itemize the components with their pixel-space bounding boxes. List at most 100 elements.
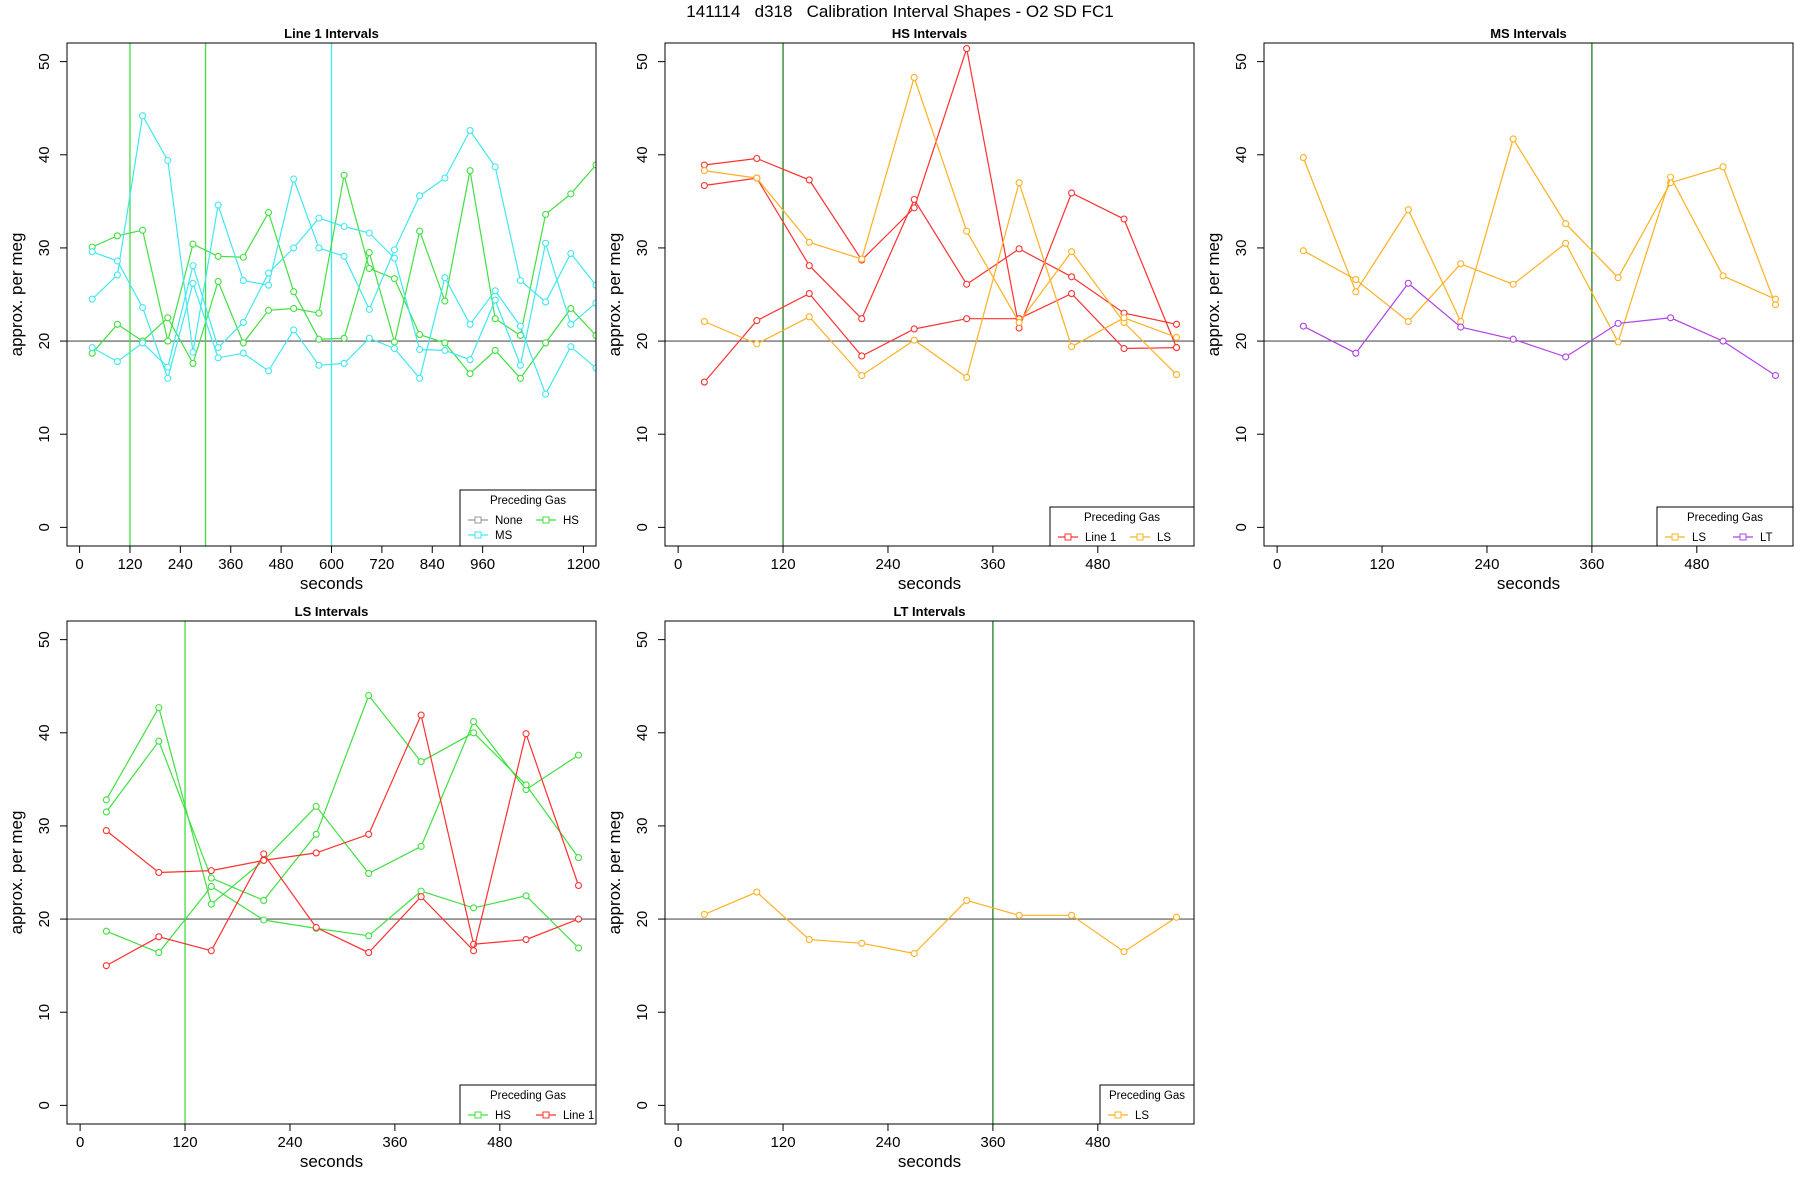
data-point (574, 881, 583, 890)
data-point (340, 359, 348, 367)
legend-title: Preceding Gas (1109, 1090, 1185, 1102)
legend-swatch-marker (474, 1111, 482, 1119)
data-point (139, 339, 147, 347)
data-point (441, 174, 449, 182)
data-point (542, 339, 550, 347)
data-point (315, 214, 323, 222)
y-tick-label: 0 (634, 523, 651, 531)
data-point (1299, 154, 1307, 162)
data-point (164, 156, 172, 164)
data-point (102, 796, 110, 804)
legend: Preceding Gas Line 1 LS (1049, 506, 1195, 547)
data-point (365, 869, 373, 877)
data-point (466, 167, 474, 175)
panel-title: LT Intervals (893, 604, 965, 619)
data-point (910, 949, 918, 958)
x-tick-label: 0 (75, 556, 83, 573)
legend-swatch-marker (542, 516, 550, 524)
data-point (963, 315, 971, 323)
data-point (340, 252, 348, 260)
plot-area (1264, 43, 1793, 546)
data-point (264, 281, 273, 289)
plot-frame (66, 620, 597, 1125)
data-point (164, 363, 172, 371)
x-tick-label: 0 (674, 1134, 682, 1151)
data-point (155, 868, 163, 877)
data-point (592, 364, 596, 372)
data-point (1120, 948, 1128, 956)
data-point (340, 171, 348, 179)
series-line-line1 (704, 177, 1177, 325)
data-point (491, 163, 499, 171)
data-point (441, 339, 449, 347)
data-point (155, 704, 163, 712)
data-point (1120, 314, 1128, 322)
data-point (1120, 344, 1128, 353)
data-point (753, 340, 761, 348)
x-axis-label: seconds (300, 1152, 363, 1171)
legend: Preceding Gas HS Line 1 (459, 1084, 597, 1125)
legend: Preceding Gas LS LT (1656, 506, 1794, 547)
data-point (753, 154, 761, 163)
data-point (1068, 248, 1076, 256)
x-tick-label: 360 (382, 1134, 407, 1151)
legend-entry-label: LS (1692, 532, 1706, 544)
data-point (365, 830, 373, 838)
data-point (264, 367, 273, 375)
data-point (290, 304, 298, 313)
data-point (567, 190, 575, 198)
data-point (189, 359, 197, 367)
data-point (1667, 173, 1675, 181)
data-point (910, 336, 918, 344)
data-point (390, 338, 399, 346)
series-line-ls (704, 75, 1177, 376)
data-point (1015, 911, 1023, 919)
x-tick-label: 480 (1085, 1134, 1110, 1151)
data-point (542, 298, 550, 306)
series-line-ls (1303, 175, 1776, 344)
data-point (155, 949, 163, 957)
data-point (963, 227, 971, 235)
series-line-line1 (703, 292, 1177, 383)
data-point (207, 900, 215, 908)
y-tick-label: 20 (36, 333, 53, 350)
plot-area (665, 621, 1194, 1124)
data-point (1299, 322, 1307, 330)
panel-title: LS Intervals (295, 604, 369, 619)
legend-entry-label: MS (495, 530, 513, 542)
y-tick-label: 20 (1233, 333, 1250, 350)
data-point (315, 335, 323, 343)
data-point (466, 370, 474, 378)
data-point (516, 276, 524, 285)
data-point (312, 923, 320, 932)
data-point (290, 326, 298, 334)
data-point (214, 252, 222, 260)
data-point (910, 73, 918, 82)
legend-entry-label: None (495, 515, 523, 527)
y-tick-label: 50 (36, 631, 53, 648)
data-point (390, 246, 399, 254)
data-point (470, 729, 478, 737)
y-axis-label: approx. per meg (1204, 233, 1223, 357)
data-point (516, 374, 524, 382)
data-point (155, 737, 163, 745)
x-tick-label: 600 (319, 556, 344, 573)
data-point (290, 288, 298, 296)
data-point (1771, 295, 1780, 303)
legend-entry-label: HS (495, 1110, 511, 1122)
x-tick-label: 0 (674, 556, 682, 573)
x-tick-label: 480 (487, 1134, 512, 1151)
y-tick-label: 40 (634, 146, 651, 163)
data-point (491, 315, 499, 323)
data-point (592, 299, 596, 307)
legend-swatch-marker (1136, 533, 1144, 541)
x-tick-label: 720 (369, 556, 394, 573)
x-tick-label: 240 (168, 556, 193, 573)
data-point (189, 279, 197, 287)
plot-area (665, 43, 1194, 546)
data-point (1719, 272, 1727, 280)
data-point (113, 257, 121, 265)
data-point (207, 882, 215, 891)
data-point (858, 315, 866, 323)
page-title: 141114 d318 Calibration Interval Shapes … (686, 2, 1114, 21)
